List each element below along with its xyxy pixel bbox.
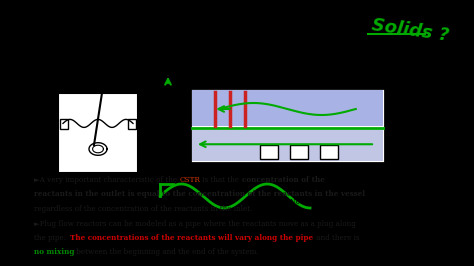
Text: No mixing between flowing "plugs": No mixing between flowing "plugs" bbox=[290, 198, 409, 206]
Text: and there is: and there is bbox=[314, 234, 359, 242]
Text: no mixing: no mixing bbox=[34, 248, 74, 256]
Text: Solids ?: Solids ? bbox=[370, 16, 450, 45]
Text: between the beginning and the end of the system.: between the beginning and the end of the… bbox=[74, 248, 259, 256]
Text: regardless of the concentration of the reactants in the inlet.: regardless of the concentration of the r… bbox=[34, 205, 252, 213]
Bar bbox=[320, 145, 338, 159]
Text: Plug Flow Reactor: Plug Flow Reactor bbox=[236, 20, 314, 28]
Text: ►A very important characteristic of the: ►A very important characteristic of the bbox=[34, 176, 179, 184]
Bar bbox=[60, 119, 68, 129]
Text: outlet: outlet bbox=[157, 127, 179, 135]
Text: CSTR: CSTR bbox=[179, 176, 200, 184]
Bar bbox=[260, 145, 278, 159]
Text: The concentrations of the reactants will vary along the pipe: The concentrations of the reactants will… bbox=[71, 234, 314, 242]
Text: ►Plug flow reactors can be modeled as a pipe where the reactants move as a plug : ►Plug flow reactors can be modeled as a … bbox=[34, 219, 356, 227]
Text: concentration of the: concentration of the bbox=[241, 176, 324, 184]
Bar bbox=[290, 145, 308, 159]
Text: is that the: is that the bbox=[200, 176, 241, 184]
Bar bbox=[192, 130, 383, 161]
Bar bbox=[192, 90, 383, 126]
Bar bbox=[128, 119, 136, 129]
Bar bbox=[58, 93, 138, 173]
Bar bbox=[190, 88, 385, 163]
Text: inlet: inlet bbox=[36, 131, 53, 139]
Text: 3. Plug flow reactors (PFB): 3. Plug flow reactors (PFB) bbox=[157, 4, 347, 17]
Text: the pipe.: the pipe. bbox=[34, 234, 71, 242]
Text: Well Mixed Reactor: Well Mixed Reactor bbox=[48, 20, 131, 28]
Text: outlet: outlet bbox=[141, 131, 163, 139]
Text: inlet: inlet bbox=[159, 72, 177, 80]
Text: reactants in the outlet is equal to the concentration of the reactants in the ve: reactants in the outlet is equal to the … bbox=[34, 190, 365, 198]
